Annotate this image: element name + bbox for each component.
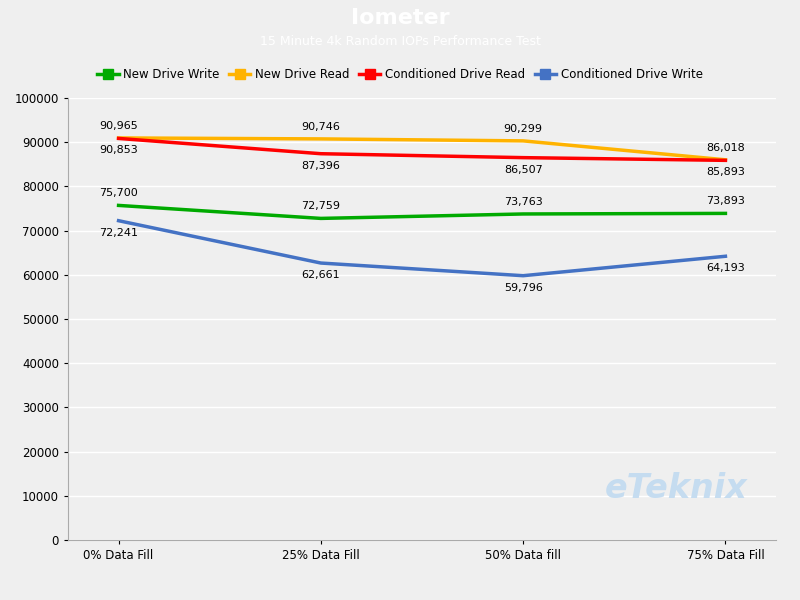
Text: 86,018: 86,018 — [706, 143, 745, 153]
Text: 87,396: 87,396 — [302, 161, 340, 170]
Text: 15 Minute 4k Random IOPs Performance Test: 15 Minute 4k Random IOPs Performance Tes… — [259, 35, 541, 48]
Text: 64,193: 64,193 — [706, 263, 745, 273]
Text: 72,241: 72,241 — [99, 227, 138, 238]
Text: 86,507: 86,507 — [504, 164, 542, 175]
Text: 73,893: 73,893 — [706, 196, 745, 206]
Text: 90,299: 90,299 — [504, 124, 542, 134]
Text: 90,965: 90,965 — [99, 121, 138, 131]
Legend: New Drive Write, New Drive Read, Conditioned Drive Read, Conditioned Drive Write: New Drive Write, New Drive Read, Conditi… — [98, 68, 702, 82]
Text: 90,746: 90,746 — [302, 122, 340, 132]
Text: 73,763: 73,763 — [504, 197, 542, 207]
Text: 75,700: 75,700 — [99, 188, 138, 199]
Text: 72,759: 72,759 — [302, 202, 340, 211]
Text: Iometer: Iometer — [350, 8, 450, 28]
Text: eTeknix: eTeknix — [605, 472, 748, 505]
Text: 59,796: 59,796 — [504, 283, 542, 293]
Text: 90,853: 90,853 — [99, 145, 138, 155]
Text: 85,893: 85,893 — [706, 167, 745, 177]
Text: 62,661: 62,661 — [302, 270, 340, 280]
